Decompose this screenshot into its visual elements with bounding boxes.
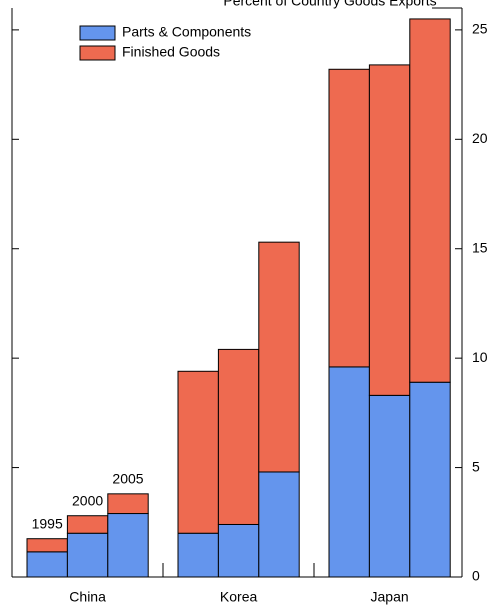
bar-segment — [368, 64, 411, 396]
chart-title: Percent of Country Goods Exports — [223, 0, 436, 9]
y-tick-label: 10 — [472, 349, 488, 365]
x-tick-label: Korea — [220, 589, 258, 605]
bar-segment — [328, 366, 370, 578]
bar-segment — [107, 513, 149, 578]
bar-segment — [328, 68, 370, 368]
y-tick-label: 0 — [472, 568, 480, 584]
bar-segment — [26, 551, 68, 578]
y-tick-label: 15 — [472, 239, 488, 255]
bar-segment — [107, 493, 149, 515]
bar-label: 2005 — [112, 471, 143, 487]
legend-label: Parts & Components — [122, 24, 251, 40]
bar-label: 2000 — [72, 492, 103, 508]
y-tick-label: 20 — [472, 130, 488, 146]
bar-segment — [368, 394, 411, 578]
bar-segment — [177, 532, 219, 578]
x-tick-label: Japan — [371, 589, 409, 605]
legend-swatch — [79, 25, 116, 41]
bar-segment — [217, 348, 260, 525]
y-tick-label: 5 — [472, 458, 480, 474]
bar-segment — [177, 370, 219, 534]
x-tick-label: China — [69, 589, 106, 605]
bar-segment — [66, 532, 109, 578]
bar-segment — [217, 523, 260, 578]
bar-segment — [26, 538, 68, 553]
bar-label: 1995 — [32, 515, 63, 531]
legend-label: Finished Goods — [122, 44, 220, 60]
bar-segment — [66, 515, 109, 534]
bar-segment — [258, 471, 300, 578]
bar-segment — [409, 381, 451, 578]
legend-swatch — [79, 45, 116, 61]
bar-segment — [409, 18, 451, 383]
bar-segment — [258, 241, 300, 473]
y-tick-label: 25 — [472, 21, 488, 37]
